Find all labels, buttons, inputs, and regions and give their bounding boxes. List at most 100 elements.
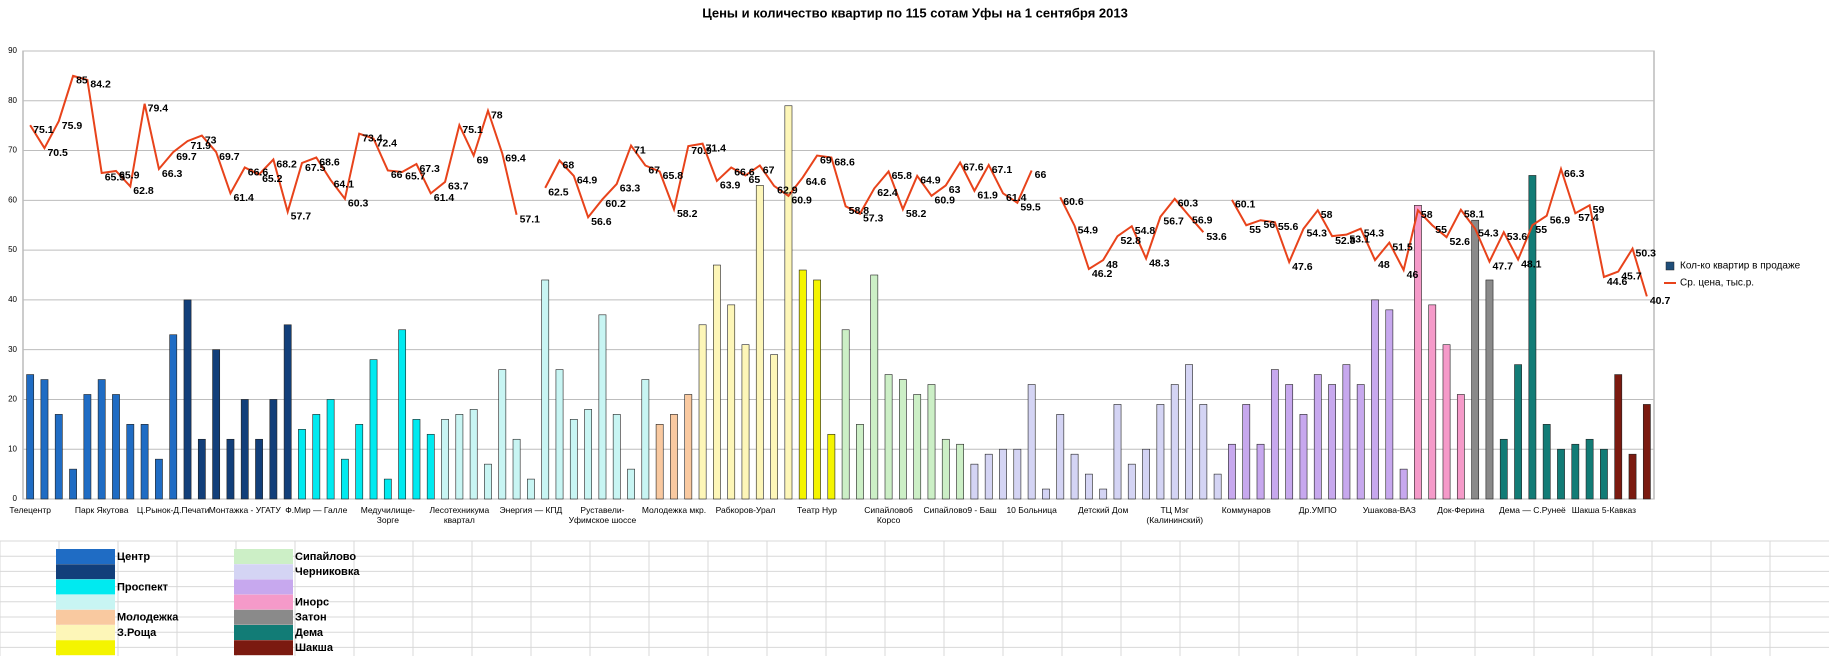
line <box>29 74 1648 297</box>
data-label: 66.3 <box>1564 168 1585 180</box>
bar <box>484 463 492 500</box>
bar <box>1442 344 1451 500</box>
data-label: 67 <box>648 164 660 176</box>
data-label: 55.6 <box>1278 221 1299 233</box>
data-label: 53.6 <box>1507 231 1528 243</box>
data-label: 57.7 <box>291 211 312 223</box>
group-swatch <box>234 609 293 625</box>
data-label: 58 <box>1421 209 1433 221</box>
group-swatch <box>234 640 293 656</box>
bar <box>1070 453 1079 500</box>
data-label: 69 <box>477 154 489 166</box>
bar <box>1428 304 1437 500</box>
data-label: 58.8 <box>849 205 870 217</box>
group-label: Инорс <box>295 597 329 609</box>
bar <box>541 279 550 500</box>
bar <box>169 334 178 500</box>
bar <box>1256 443 1265 500</box>
data-label: 60.3 <box>348 198 369 210</box>
data-label: 61.4 <box>1006 192 1027 204</box>
group-swatch <box>234 579 293 595</box>
bar <box>1199 404 1208 500</box>
data-label: 54.8 <box>1135 225 1156 237</box>
data-label: 66.6 <box>734 166 755 178</box>
bar <box>54 414 63 500</box>
bar <box>1113 404 1122 500</box>
bar <box>455 414 464 500</box>
data-label: 67.3 <box>419 163 440 175</box>
data-label: 48.3 <box>1149 257 1170 269</box>
data-label: 67.5 <box>305 162 326 174</box>
bar <box>1185 364 1193 500</box>
data-label: 57.1 <box>520 214 541 226</box>
bar <box>1299 414 1308 500</box>
data-label: 73 <box>205 134 217 146</box>
bar <box>1414 205 1422 500</box>
data-label: 54.9 <box>1078 225 1099 237</box>
bar <box>627 468 635 500</box>
bar <box>1042 488 1050 500</box>
legend-label: Кол-ко квартир в продаже <box>1680 261 1801 272</box>
bar <box>441 419 449 500</box>
bar <box>1156 404 1165 500</box>
bar <box>856 424 864 500</box>
group-swatch <box>56 564 115 580</box>
y-tick-label: 70 <box>8 146 17 155</box>
bar <box>1499 438 1508 500</box>
group-swatch <box>234 549 293 564</box>
data-label: 40.7 <box>1650 295 1671 307</box>
data-label: 57.4 <box>1578 212 1599 224</box>
bar <box>956 443 964 500</box>
data-label: 60.9 <box>791 195 812 207</box>
bar <box>1228 443 1236 500</box>
data-label: 60.1 <box>1235 199 1256 211</box>
bar <box>1142 448 1150 500</box>
bar <box>1170 384 1179 500</box>
bar <box>1285 384 1294 500</box>
bar <box>1313 374 1322 500</box>
bar <box>26 374 35 500</box>
group-label: Сипайлово <box>295 551 356 563</box>
bar <box>355 424 364 500</box>
bar <box>1628 453 1637 500</box>
group-label: Центр <box>117 551 150 563</box>
data-label: 85 <box>76 75 88 87</box>
data-label: 56.9 <box>1192 215 1213 227</box>
bar <box>197 438 206 500</box>
data-label: 46.2 <box>1092 268 1113 280</box>
y-tick-label: 10 <box>8 444 17 453</box>
data-label: 65.7 <box>405 171 426 183</box>
group-label: Шакша <box>295 642 334 654</box>
bar <box>527 478 535 500</box>
bar <box>255 438 263 500</box>
bar <box>727 304 736 500</box>
data-label: 68 <box>563 159 575 171</box>
data-label: 62.4 <box>877 187 898 199</box>
data-label: 58.1 <box>1464 209 1485 221</box>
data-label: 48.1 <box>1521 258 1542 270</box>
bar <box>813 279 821 500</box>
bar <box>1027 384 1036 500</box>
bar <box>984 453 993 500</box>
data-label: 64.9 <box>920 175 941 187</box>
bar <box>212 349 221 500</box>
bar <box>741 344 750 500</box>
data-label: 58 <box>1321 209 1333 221</box>
bar <box>140 424 149 500</box>
data-label: 56.9 <box>1550 215 1571 227</box>
bar <box>612 414 621 500</box>
data-label: 62.9 <box>777 185 798 197</box>
bar <box>112 394 120 500</box>
y-tick-label: 20 <box>8 395 17 404</box>
data-label: 60.3 <box>1178 198 1199 210</box>
bar <box>183 299 192 500</box>
group-swatch <box>56 549 115 564</box>
bar <box>1528 175 1537 500</box>
data-label: 60.9 <box>934 195 955 207</box>
data-label: 51.5 <box>1392 241 1413 253</box>
bar <box>426 433 435 500</box>
bar <box>684 394 693 500</box>
bar <box>913 394 922 500</box>
data-label: 70.9 <box>691 145 712 157</box>
